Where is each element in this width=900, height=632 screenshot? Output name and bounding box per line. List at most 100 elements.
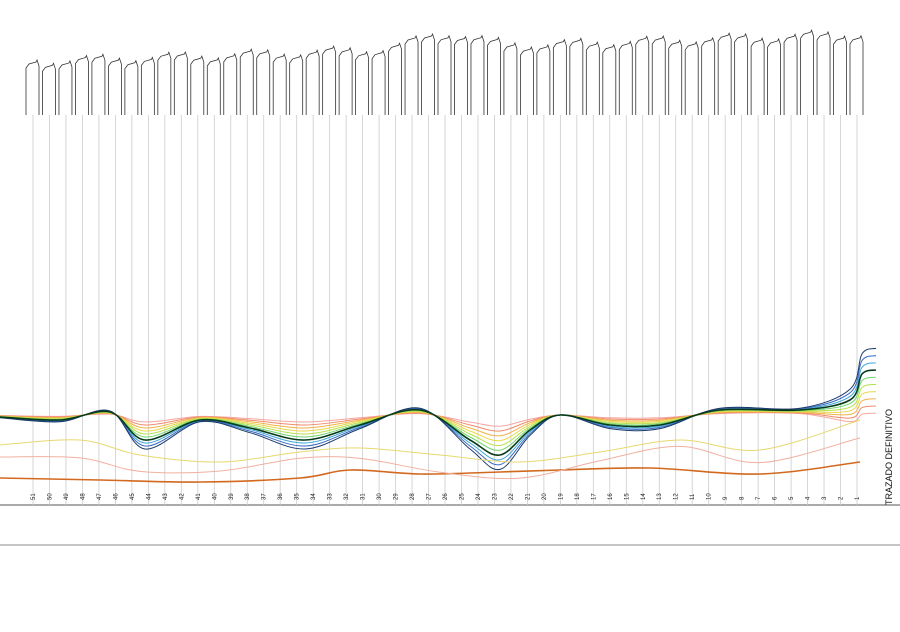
- station-label: 48: [80, 493, 86, 500]
- station-label: 32: [344, 493, 350, 500]
- variant-curve: [0, 412, 877, 427]
- profile: [124, 59, 139, 115]
- profile: [701, 36, 716, 115]
- profile: [750, 37, 765, 115]
- station-label: 36: [278, 493, 284, 500]
- station-label: 43: [163, 493, 169, 500]
- station-label: 41: [196, 493, 202, 500]
- final-curve: [0, 369, 877, 456]
- variant-curve: [0, 391, 877, 442]
- profile: [157, 51, 172, 115]
- station-label: 6: [773, 496, 779, 500]
- station-label: 21: [525, 493, 531, 500]
- station-label: 9: [723, 496, 729, 500]
- profile: [800, 29, 814, 115]
- profile: [602, 43, 617, 115]
- drawing-label: TRAZADO DEFINITIVO: [884, 409, 894, 505]
- profile: [816, 30, 831, 115]
- station-label: 3: [822, 496, 828, 500]
- station-label: 5: [789, 496, 795, 500]
- profile: [668, 39, 683, 115]
- station-label: 27: [427, 493, 433, 500]
- profile: [717, 32, 732, 115]
- station-label: 39: [229, 493, 235, 500]
- profile: [404, 34, 419, 115]
- profile: [684, 40, 699, 115]
- profile: [371, 49, 386, 115]
- station-label: 50: [47, 493, 53, 500]
- station-label: 28: [410, 493, 416, 500]
- station-label: 45: [130, 493, 136, 500]
- station-label: 18: [575, 493, 581, 500]
- pale-curve: [0, 419, 861, 463]
- station-label: 2: [839, 496, 845, 500]
- pale-curve: [0, 437, 861, 480]
- profile: [585, 41, 600, 115]
- profile: [520, 46, 534, 115]
- station-labels: 51 50 49 48 47 46 45 44 43 42 41 40 39 38 37 36 35 34 33 32…: [31, 493, 861, 500]
- profile: [421, 32, 435, 115]
- station-label: 10: [707, 493, 713, 500]
- variant-curve: [0, 376, 877, 451]
- station-label: 24: [476, 493, 482, 500]
- profile: [734, 32, 749, 115]
- station-label: 17: [591, 493, 597, 500]
- profile: [849, 34, 864, 115]
- station-label: 29: [394, 493, 400, 500]
- profile: [206, 56, 221, 115]
- profile: [536, 43, 551, 115]
- station-label: 16: [608, 493, 614, 500]
- variant-curve: [0, 383, 877, 447]
- station-label: 25: [459, 493, 465, 500]
- profile: [108, 57, 122, 115]
- profile: [42, 62, 56, 115]
- profile: [272, 53, 287, 115]
- profile: [470, 34, 485, 115]
- station-lines: [32, 115, 858, 505]
- station-label: 34: [311, 493, 317, 500]
- station-label: 19: [558, 493, 564, 500]
- profile: [767, 37, 781, 115]
- profile: [503, 41, 518, 115]
- station-label: 8: [740, 496, 746, 500]
- profile: [454, 35, 468, 115]
- station-label: 44: [146, 493, 152, 500]
- profile: [58, 59, 73, 115]
- station-label: 31: [361, 493, 367, 500]
- profile: [91, 53, 106, 115]
- variant-curve: [0, 398, 877, 437]
- station-label: 46: [113, 493, 119, 500]
- profile: [289, 53, 304, 115]
- station-label: 4: [806, 496, 812, 500]
- profile: [635, 35, 650, 115]
- lower-curve: [0, 461, 861, 483]
- station-label: 23: [492, 493, 498, 500]
- profile: [783, 33, 798, 115]
- station-label: 49: [64, 493, 70, 500]
- profile: [487, 36, 501, 115]
- profile: [338, 46, 353, 115]
- profile: [552, 38, 567, 115]
- profile: [437, 34, 452, 115]
- station-label: 15: [624, 493, 630, 500]
- station-label: 47: [97, 493, 103, 500]
- profile: [140, 56, 155, 115]
- profile: [833, 35, 847, 115]
- station-label: 20: [542, 493, 548, 500]
- station-label: 26: [443, 493, 449, 500]
- profile: [618, 40, 633, 115]
- station-label: 7: [756, 496, 762, 500]
- station-label: 51: [31, 493, 37, 500]
- profile: [355, 50, 369, 115]
- station-label: 42: [179, 493, 185, 500]
- variant-curve: [0, 347, 877, 471]
- station-label: 35: [295, 493, 301, 500]
- station-label: 38: [245, 493, 251, 500]
- profile: [322, 45, 337, 115]
- station-label: 22: [509, 493, 515, 500]
- profile: [256, 48, 271, 115]
- profile: [651, 35, 666, 115]
- station-label: 14: [641, 493, 647, 500]
- station-label: 40: [212, 493, 218, 500]
